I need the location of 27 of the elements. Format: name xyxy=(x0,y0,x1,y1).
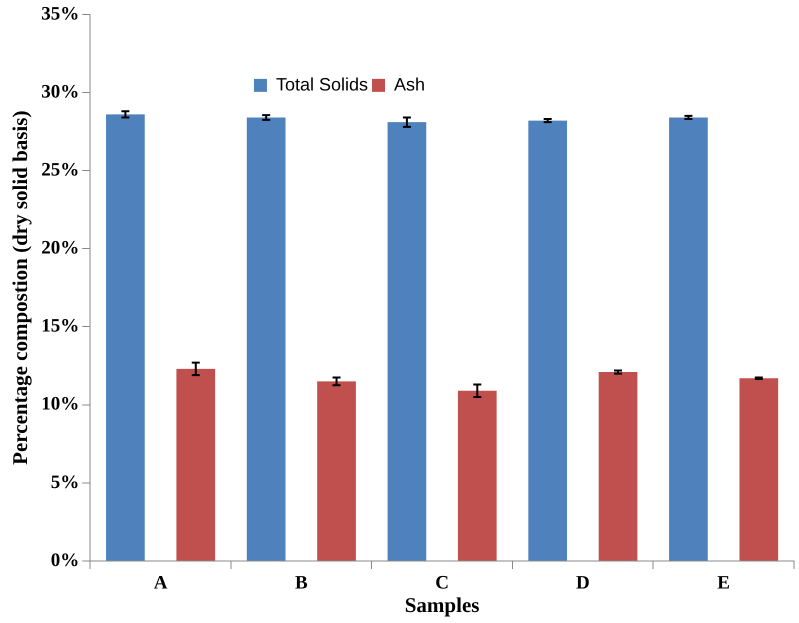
y-axis-title: Percentage compostion (dry solid basis) xyxy=(8,110,32,465)
bar xyxy=(176,368,216,560)
y-tick-label: 10% xyxy=(41,394,80,415)
y-tick-label: 0% xyxy=(50,550,80,571)
legend-label: Total Solids xyxy=(276,74,368,94)
y-tick-label: 30% xyxy=(41,81,80,102)
y-tick-label: 5% xyxy=(50,472,80,493)
bar xyxy=(669,117,708,560)
x-tick-label: B xyxy=(294,572,308,594)
x-tick-label: D xyxy=(576,572,590,594)
bar xyxy=(528,120,568,560)
x-tick-label: E xyxy=(717,572,730,594)
y-tick-label: 15% xyxy=(41,316,80,337)
x-axis-title: Samples xyxy=(404,592,480,617)
y-tick-label: 25% xyxy=(41,159,80,180)
x-tick-label: A xyxy=(154,572,168,594)
bar xyxy=(317,381,356,560)
bar xyxy=(246,117,286,560)
x-tick-label: C xyxy=(435,572,449,594)
bar xyxy=(458,390,497,560)
bar xyxy=(598,372,638,560)
legend-label: Ash xyxy=(394,74,426,94)
y-tick-label: 35% xyxy=(41,3,80,24)
bar xyxy=(388,122,426,560)
bar xyxy=(739,378,778,560)
y-tick-label: 20% xyxy=(41,238,80,259)
bar xyxy=(106,114,145,560)
